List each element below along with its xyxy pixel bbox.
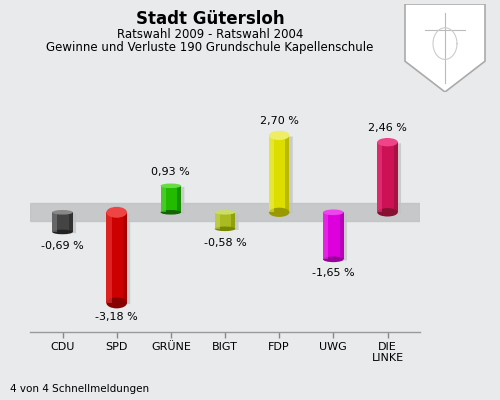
Bar xyxy=(340,212,344,259)
Bar xyxy=(377,142,398,212)
Ellipse shape xyxy=(106,207,127,218)
FancyBboxPatch shape xyxy=(110,214,130,304)
Ellipse shape xyxy=(52,230,73,234)
Ellipse shape xyxy=(269,131,289,140)
Ellipse shape xyxy=(377,138,398,146)
Bar xyxy=(323,212,328,259)
Text: -1,65 %: -1,65 % xyxy=(312,268,354,278)
Text: Stadt Gütersloh: Stadt Gütersloh xyxy=(136,10,284,28)
Bar xyxy=(394,142,398,212)
FancyBboxPatch shape xyxy=(164,187,184,214)
Text: -0,58 %: -0,58 % xyxy=(204,238,246,248)
FancyBboxPatch shape xyxy=(326,214,347,260)
Ellipse shape xyxy=(214,226,236,231)
Polygon shape xyxy=(405,4,485,92)
Ellipse shape xyxy=(160,210,181,214)
Bar xyxy=(30,203,420,222)
Bar xyxy=(214,212,236,229)
Bar xyxy=(231,212,235,229)
Bar xyxy=(377,142,382,212)
Bar xyxy=(269,135,289,212)
Ellipse shape xyxy=(214,210,236,214)
Text: 2,46 %: 2,46 % xyxy=(368,123,407,133)
Ellipse shape xyxy=(323,256,344,262)
Ellipse shape xyxy=(52,210,73,214)
Ellipse shape xyxy=(377,208,398,216)
Bar xyxy=(177,186,181,212)
Text: -0,69 %: -0,69 % xyxy=(41,241,84,251)
Text: Ratswahl 2009 - Ratswahl 2004: Ratswahl 2009 - Ratswahl 2004 xyxy=(117,28,303,41)
Bar xyxy=(52,212,58,232)
Text: -3,18 %: -3,18 % xyxy=(96,312,138,322)
Bar xyxy=(106,212,112,303)
Text: 4 von 4 Schnellmeldungen: 4 von 4 Schnellmeldungen xyxy=(10,384,149,394)
Ellipse shape xyxy=(323,210,344,215)
Bar xyxy=(123,212,127,303)
Text: 0,93 %: 0,93 % xyxy=(152,167,190,177)
Bar xyxy=(286,135,290,212)
Bar xyxy=(68,212,73,232)
FancyBboxPatch shape xyxy=(218,214,238,230)
Bar xyxy=(52,212,73,232)
Bar xyxy=(214,212,220,229)
Bar xyxy=(160,186,166,212)
Text: Gewinne und Verluste 190 Grundschule Kapellenschule: Gewinne und Verluste 190 Grundschule Kap… xyxy=(46,41,374,54)
Ellipse shape xyxy=(160,184,181,188)
Text: 2,70 %: 2,70 % xyxy=(260,116,298,126)
Ellipse shape xyxy=(269,208,289,217)
Ellipse shape xyxy=(106,298,127,308)
FancyBboxPatch shape xyxy=(56,214,76,233)
FancyBboxPatch shape xyxy=(380,143,401,214)
Bar xyxy=(323,212,344,259)
Bar xyxy=(269,135,274,212)
Bar xyxy=(106,212,127,303)
FancyBboxPatch shape xyxy=(272,136,292,214)
Bar xyxy=(160,186,181,212)
